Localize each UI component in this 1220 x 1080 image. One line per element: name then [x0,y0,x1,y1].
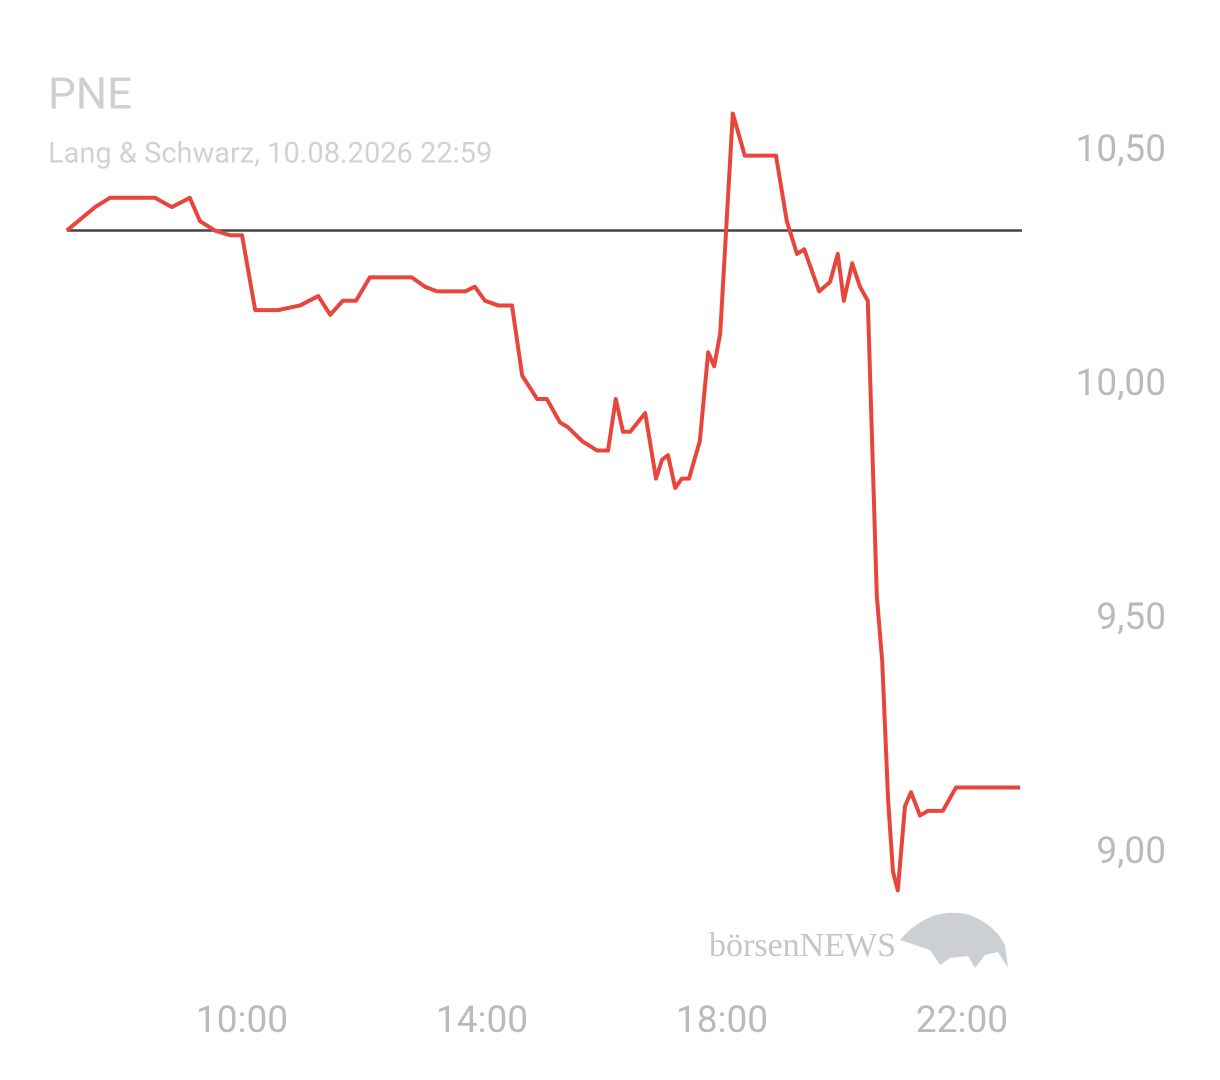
y-tick-label: 9,50 [1096,596,1166,639]
chart-subtitle: Lang & Schwarz, 10.08.2026 22:59 [48,137,492,171]
price-line [65,111,1021,893]
x-tick-label: 14:00 [436,999,528,1042]
x-tick-label: 18:00 [676,999,768,1042]
y-tick-label: 10,50 [1076,128,1166,171]
x-tick-label: 22:00 [916,999,1008,1042]
y-tick-label: 9,00 [1096,830,1166,873]
bull-logo [900,912,1008,968]
y-tick-label: 10,00 [1076,362,1166,405]
x-tick-label: 10:00 [196,999,288,1042]
watermark: börsenNEWS [709,927,896,964]
chart-title: PNE [48,68,132,120]
